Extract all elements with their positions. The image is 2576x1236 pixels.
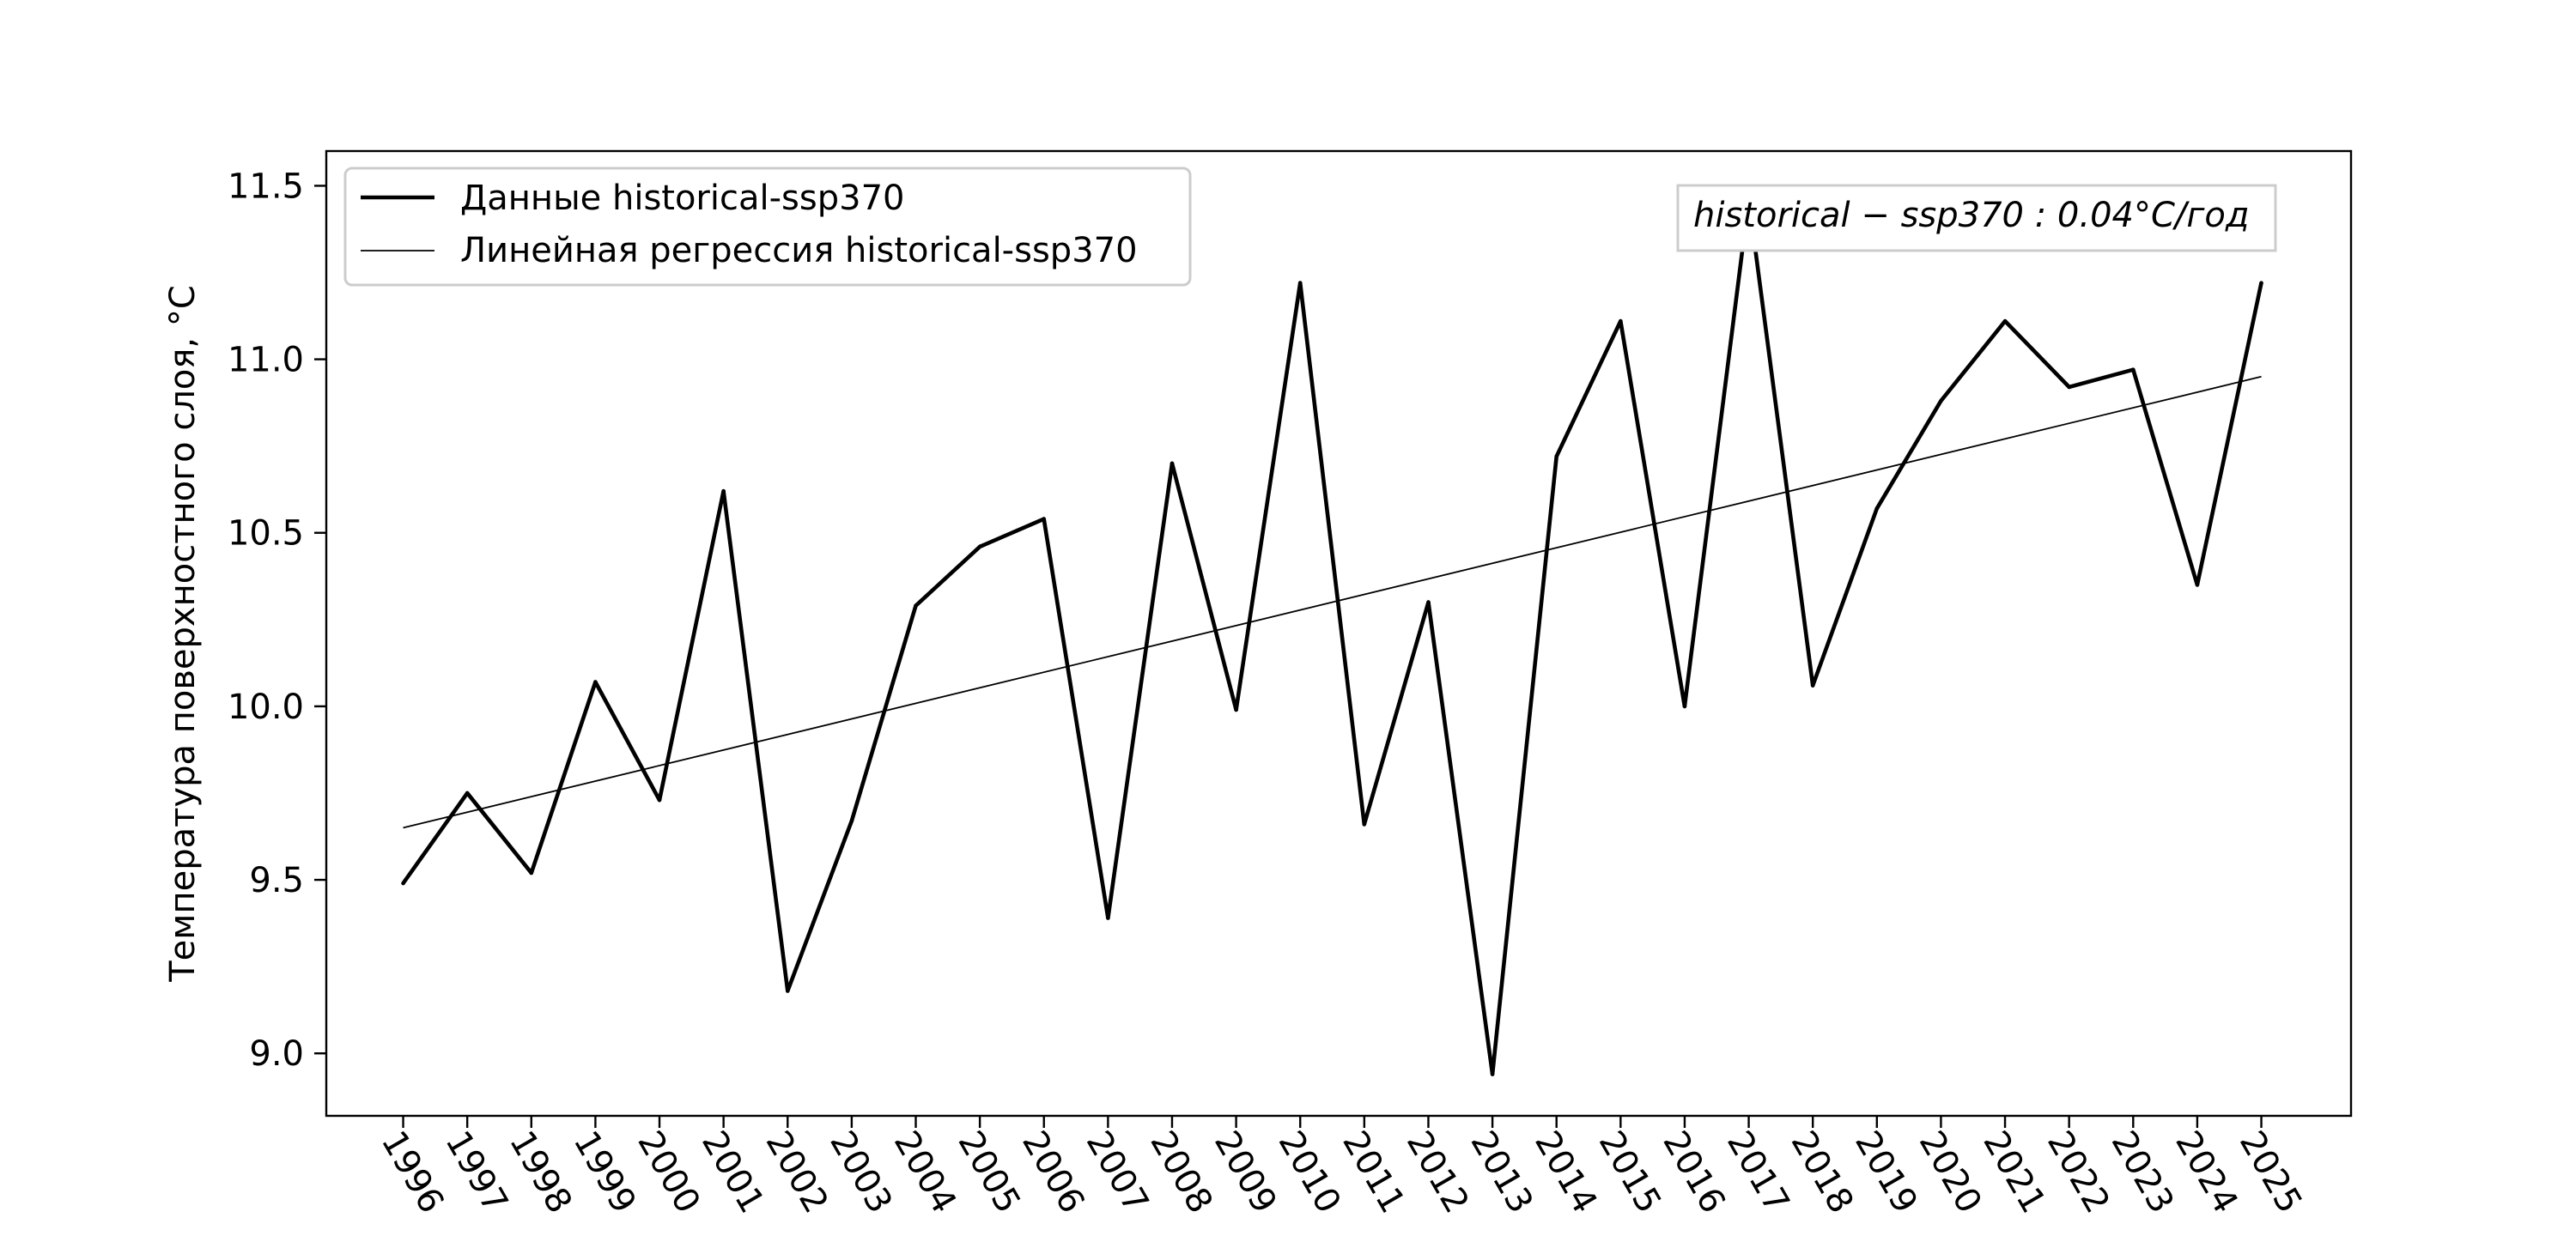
y-axis-label: Температура поверхностного слоя, °C: [163, 285, 203, 983]
data-point-2016: [1682, 704, 1687, 709]
data-point-2003: [849, 819, 854, 823]
y-tick-label: 10.0: [228, 688, 304, 727]
data-point-2015: [1619, 318, 1623, 324]
y-tick-label: 11.0: [228, 341, 304, 380]
y-tick-label: 11.5: [228, 167, 304, 206]
y-tick-label: 9.5: [249, 861, 304, 900]
trend-annotation: historical − ssp370 : 0.04°C/год: [1676, 184, 2277, 252]
data-point-2025: [2259, 281, 2263, 285]
data-point-2020: [1939, 398, 1943, 403]
data-point-2019: [1874, 506, 1880, 511]
legend: Данные historical-ssp370 Линейная регрес…: [343, 167, 1192, 287]
legend-data-label: Данные historical-ssp370: [460, 179, 904, 218]
data-point-2000: [657, 797, 662, 803]
data-points: [401, 197, 2263, 1076]
data-point-2004: [914, 603, 918, 608]
data-point-2007: [1106, 916, 1110, 920]
y-tick-label: 9.0: [249, 1034, 304, 1074]
data-point-1997: [465, 791, 470, 796]
data-point-2018: [1810, 683, 1815, 688]
data-point-2005: [977, 544, 982, 549]
data-point-2023: [2130, 367, 2136, 373]
y-axis-ticks: 9.0 9.5 10.0 10.5 11.0 11.5: [228, 167, 326, 1074]
data-point-2010: [1297, 281, 1303, 285]
legend-regression-label: Линейная регрессия historical-ssp370: [460, 231, 1138, 270]
data-point-2006: [1042, 517, 1047, 521]
regression-line: [403, 375, 2262, 829]
legend-frame: [343, 167, 1192, 287]
annotation-text: historical − ssp370 : 0.04°C/год: [1693, 196, 2250, 235]
data-point-2014: [1554, 454, 1559, 459]
data-point-2002: [785, 989, 790, 993]
data-point-2022: [2067, 385, 2071, 390]
data-series-line: [401, 197, 2263, 1076]
data-point-1999: [593, 680, 598, 684]
data-point-1998: [529, 870, 534, 876]
data-point-2001: [721, 488, 726, 494]
data-point-2009: [1234, 707, 1238, 712]
y-tick-label: 10.5: [228, 514, 304, 554]
data-point-2012: [1426, 600, 1431, 604]
plot-frame: [325, 149, 2353, 1118]
annotation-frame: [1676, 184, 2277, 252]
data-point-2024: [2195, 583, 2200, 587]
data-point-2013: [1490, 1072, 1495, 1076]
data-point-2008: [1170, 461, 1175, 466]
data-point-2021: [2002, 318, 2008, 324]
data-point-2011: [1362, 822, 1367, 827]
data-point-1996: [401, 881, 405, 886]
